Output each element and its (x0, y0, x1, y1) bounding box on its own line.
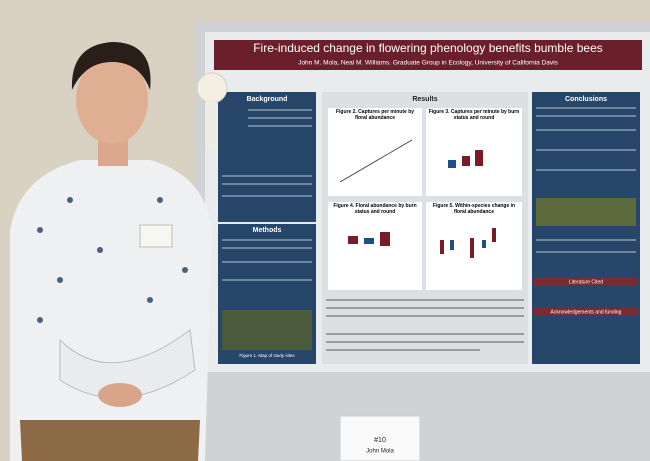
hair (71, 42, 151, 90)
trend-line (339, 139, 413, 183)
section-heading: Methods (253, 227, 282, 234)
hands (98, 383, 142, 407)
figure-box (328, 202, 422, 290)
face (76, 56, 148, 144)
section-heading: Background (247, 96, 288, 103)
heading-bar (534, 278, 638, 286)
photo-inset (536, 198, 636, 226)
figure-caption: Figure 3. Captures per minute by burn st… (428, 109, 520, 121)
figure-caption-box: Figure 4. Floral abundance by burn statu… (333, 203, 417, 215)
ribbon (196, 72, 228, 104)
name-tag (139, 224, 173, 248)
section-heading: Acknowledgements and funding (551, 309, 622, 315)
section-heading: Results (412, 96, 437, 103)
background-panel (218, 92, 316, 222)
body-text (326, 299, 524, 351)
placard-name: John Mola (366, 449, 394, 455)
shirt (10, 160, 212, 461)
figure-box (328, 108, 422, 196)
ribbon-tail (206, 100, 216, 150)
figure-caption-box: Figure 5. Within-species change in flora… (432, 203, 516, 215)
figure-caption-box: Figure 2. Captures per minute by floral … (335, 109, 415, 121)
section-heading: Conclusions (565, 96, 607, 103)
placard-number: #10 (374, 437, 386, 444)
plot-decor (348, 150, 496, 258)
figure-caption: Figure 1. Map of study sites (239, 353, 295, 358)
title-bar (214, 40, 642, 70)
placard (339, 415, 421, 461)
conclusions-panel (532, 92, 640, 364)
plot-decor (364, 160, 486, 250)
body-text (222, 107, 636, 281)
figure-box (426, 108, 522, 196)
section-heading: Literature Cited (569, 279, 603, 285)
heading-bar (534, 308, 638, 316)
poster-title: Fire-induced change in flowering phenolo… (253, 41, 603, 55)
pants (20, 420, 200, 461)
shirt-pattern (37, 197, 188, 323)
figure-caption-box: Figure 3. Captures per minute by burn st… (428, 109, 520, 121)
arms (59, 329, 196, 399)
map-image (222, 310, 312, 350)
figure-caption: Figure 2. Captures per minute by floral … (335, 109, 415, 121)
figure-caption: Figure 5. Within-species change in flora… (432, 203, 516, 215)
poster-authors: John M. Mola, Neal M. Williams. Graduate… (298, 60, 558, 67)
figure-caption: Figure 4. Floral abundance by burn statu… (333, 203, 417, 215)
